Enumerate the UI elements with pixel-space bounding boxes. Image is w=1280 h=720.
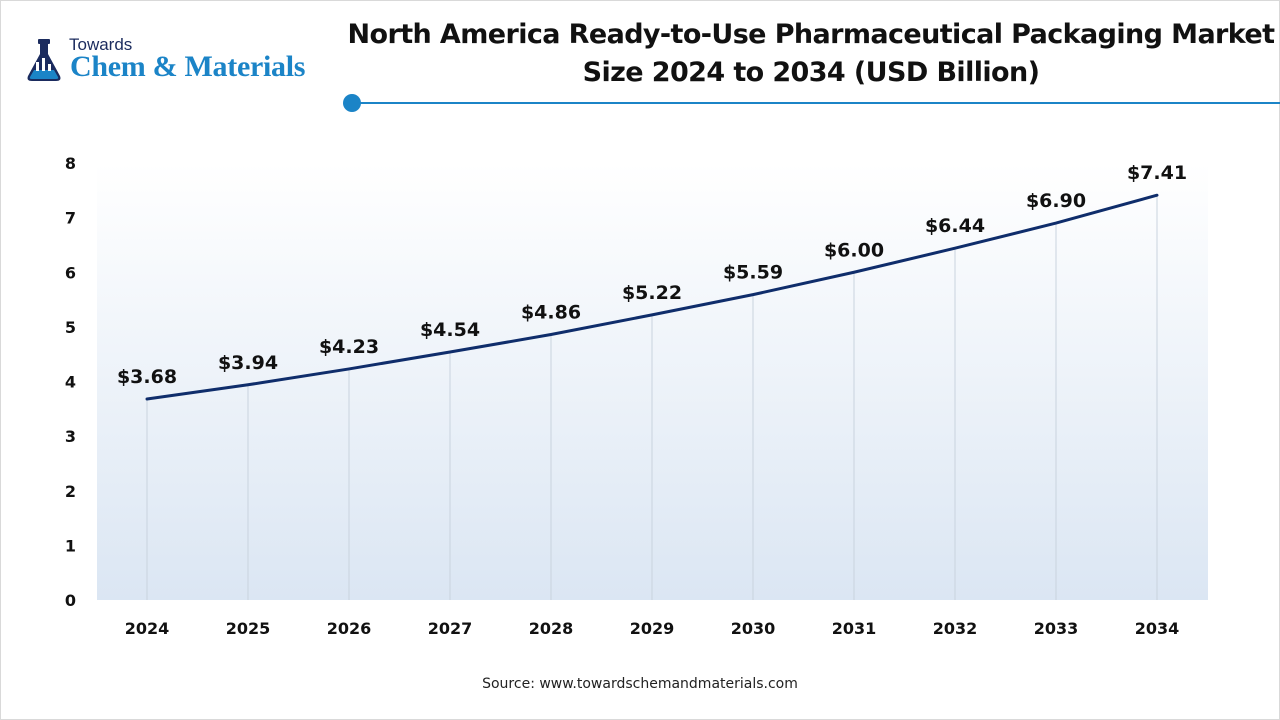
data-label: $4.86	[521, 302, 581, 324]
data-label: $6.00	[824, 239, 884, 261]
chart-title-line-1: North America Ready-to-Use Pharmaceutica…	[347, 19, 1275, 50]
x-tick-label: 2028	[529, 619, 574, 638]
data-label: $7.41	[1127, 162, 1187, 184]
x-tick-label: 2024	[125, 619, 170, 638]
chart-title-line-2: Size 2024 to 2034 (USD Billion)	[582, 57, 1040, 88]
data-label: $3.68	[117, 366, 177, 388]
x-tick-label: 2031	[832, 619, 877, 638]
y-tick-label: 4	[65, 373, 76, 392]
data-label: $3.94	[218, 352, 278, 374]
y-tick-label: 6	[65, 263, 76, 282]
data-label: $5.59	[723, 262, 783, 284]
y-axis: 0 1 2 3 4 5 6 7 8	[65, 154, 76, 610]
x-tick-label: 2025	[226, 619, 271, 638]
x-axis: 2024 2025 2026 2027 2028 2029 2030 2031 2032 2033…	[125, 619, 1180, 638]
data-label: $6.44	[925, 215, 985, 237]
logo-main-text: Chem & Materials	[70, 50, 306, 83]
data-label: $5.22	[622, 282, 682, 304]
title-underline-dot	[343, 94, 361, 112]
source-note: Source: www.towardschemandmaterials.com	[482, 676, 798, 692]
data-label: $4.54	[420, 319, 480, 341]
y-tick-label: 1	[65, 536, 76, 555]
y-tick-label: 2	[65, 482, 76, 501]
gridlines	[146, 195, 1158, 600]
y-tick-label: 7	[65, 209, 76, 228]
x-tick-label: 2030	[731, 619, 776, 638]
x-tick-label: 2026	[327, 619, 372, 638]
logo-top-text: Towards	[69, 35, 133, 54]
x-tick-label: 2027	[428, 619, 473, 638]
series-line	[145, 193, 1159, 401]
chart-title: North America Ready-to-Use Pharmaceutica…	[346, 16, 1276, 92]
title-underline	[353, 102, 1280, 104]
x-tick-label: 2033	[1034, 619, 1079, 638]
data-label: $6.90	[1026, 190, 1086, 212]
data-labels: $3.68 $3.94 $4.23 $4.54 $4.86 $5.22 $5.59 $6.00…	[117, 162, 1187, 388]
brand-logo: Towards Chem & Materials	[22, 34, 342, 88]
data-label: $4.23	[319, 336, 379, 358]
y-tick-label: 5	[65, 318, 76, 337]
y-tick-label: 8	[65, 154, 76, 173]
x-tick-label: 2034	[1135, 619, 1180, 638]
x-tick-label: 2029	[630, 619, 675, 638]
flask-icon	[27, 39, 61, 81]
x-tick-label: 2032	[933, 619, 978, 638]
y-tick-label: 3	[65, 427, 76, 446]
y-tick-label: 0	[65, 591, 76, 610]
